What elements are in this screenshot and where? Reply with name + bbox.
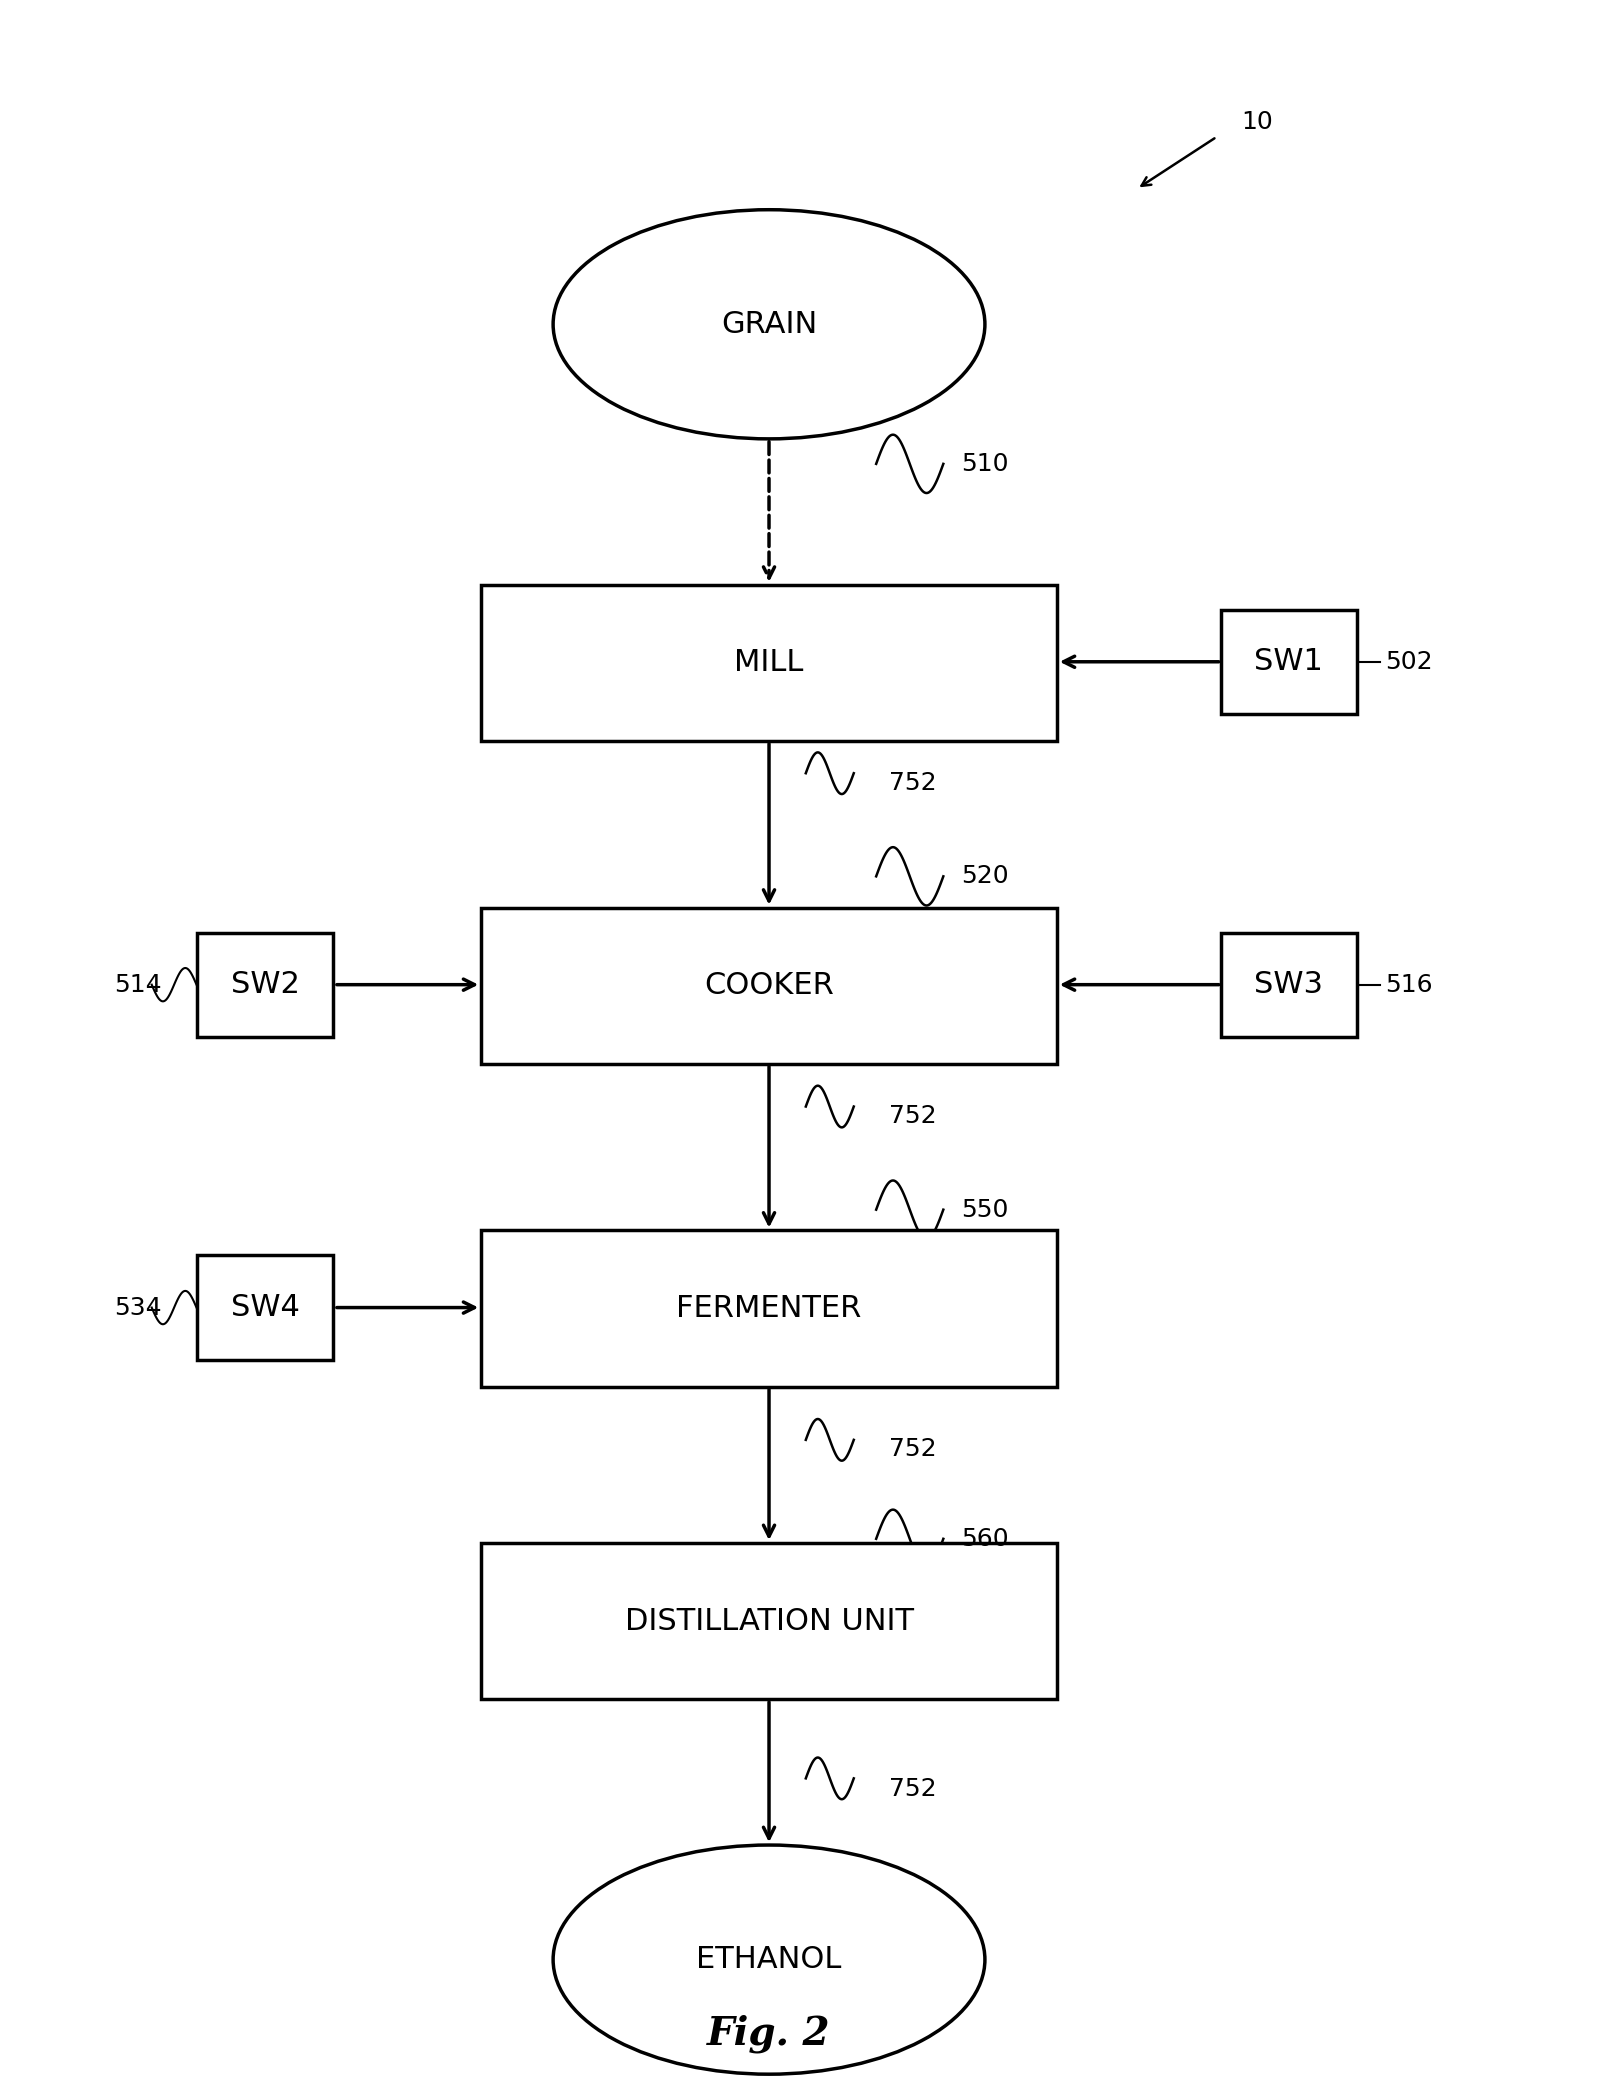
Text: 516: 516 bbox=[1384, 972, 1432, 997]
Text: SW1: SW1 bbox=[1254, 647, 1323, 676]
Bar bbox=[1221, 932, 1357, 1037]
Text: COOKER: COOKER bbox=[703, 972, 835, 999]
Text: SW4: SW4 bbox=[231, 1293, 300, 1323]
Text: DISTILLATION UNIT: DISTILLATION UNIT bbox=[625, 1606, 913, 1635]
Text: SW3: SW3 bbox=[1254, 970, 1323, 999]
Text: Fig. 2: Fig. 2 bbox=[706, 2015, 831, 2053]
Bar bbox=[481, 584, 1057, 741]
Text: 752: 752 bbox=[889, 1103, 937, 1129]
Text: 752: 752 bbox=[889, 1437, 937, 1460]
Text: 510: 510 bbox=[961, 453, 1008, 476]
Text: FERMENTER: FERMENTER bbox=[676, 1293, 862, 1323]
Text: 10: 10 bbox=[1242, 111, 1272, 134]
Text: GRAIN: GRAIN bbox=[721, 311, 817, 338]
Text: 752: 752 bbox=[889, 770, 937, 795]
Bar bbox=[1221, 609, 1357, 713]
Bar bbox=[481, 1544, 1057, 1700]
Text: 550: 550 bbox=[961, 1197, 1008, 1222]
Bar bbox=[481, 907, 1057, 1064]
Ellipse shape bbox=[553, 1844, 985, 2073]
Bar bbox=[481, 1231, 1057, 1387]
Text: SW2: SW2 bbox=[231, 970, 300, 999]
Text: 502: 502 bbox=[1384, 649, 1432, 674]
Text: 560: 560 bbox=[961, 1527, 1009, 1550]
Text: 752: 752 bbox=[889, 1777, 937, 1800]
Text: MILL: MILL bbox=[734, 649, 804, 678]
Ellipse shape bbox=[553, 211, 985, 438]
Text: ETHANOL: ETHANOL bbox=[697, 1944, 841, 1973]
Text: 520: 520 bbox=[961, 864, 1009, 889]
Bar bbox=[197, 1256, 333, 1360]
Bar bbox=[197, 932, 333, 1037]
Text: 534: 534 bbox=[114, 1295, 162, 1320]
Text: 514: 514 bbox=[114, 972, 162, 997]
